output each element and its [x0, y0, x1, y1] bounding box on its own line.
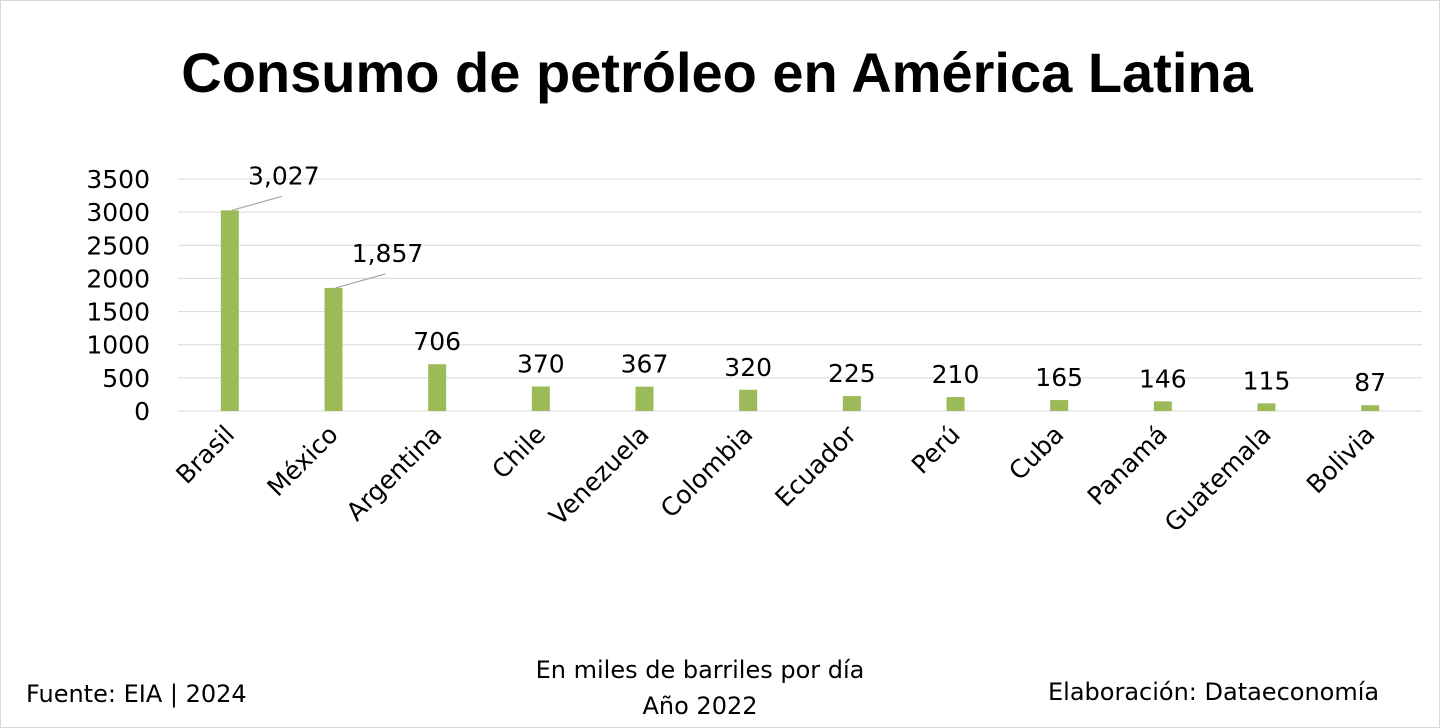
data-label: 3,027 [248, 161, 320, 190]
x-tick-label: Brasil [170, 420, 240, 490]
x-tick-label: Panamá [1082, 420, 1173, 511]
data-label: 146 [1139, 364, 1187, 393]
bar-perú [946, 397, 965, 411]
chart-title: Consumo de petróleo en América Latina [181, 41, 1253, 104]
data-label: 1,857 [352, 239, 424, 268]
y-tick-label: 2500 [86, 231, 150, 260]
bar-venezuela [635, 386, 654, 411]
subtitle-year: Año 2022 [642, 692, 758, 720]
data-label: 87 [1354, 368, 1386, 397]
x-tick-label: Chile [486, 420, 551, 485]
credit-note: Elaboración: Dataeconomía [1048, 678, 1380, 706]
x-tick-label: Argentina [341, 420, 448, 527]
y-tick-label: 1000 [86, 331, 150, 360]
data-label: 210 [932, 360, 980, 389]
bar-bolivia [1361, 405, 1380, 411]
subtitle-units: En miles de barriles por día [535, 656, 865, 684]
bar-argentina [428, 364, 447, 411]
data-label: 706 [413, 327, 461, 356]
bar-colombia [739, 389, 758, 411]
bar-méxico [324, 287, 343, 411]
data-label: 370 [517, 349, 565, 378]
data-label: 320 [724, 353, 772, 382]
x-tick-label: Perú [906, 420, 966, 480]
y-tick-label: 500 [102, 364, 150, 393]
x-tick-label: Venezuela [543, 420, 654, 531]
x-tick-label: México [262, 420, 344, 502]
bar-cuba [1050, 400, 1069, 411]
leader-line [335, 273, 386, 289]
y-tick-label: 1500 [86, 298, 150, 327]
y-tick-label: 3000 [86, 198, 150, 227]
x-tick-label: Guatemala [1159, 420, 1277, 538]
y-tick-label: 0 [134, 397, 150, 426]
bar-ecuador [842, 396, 861, 411]
x-tick-label: Bolivia [1301, 420, 1380, 499]
x-tick-label: Colombia [655, 420, 759, 524]
y-tick-label: 2000 [86, 264, 150, 293]
x-tick-label: Ecuador [769, 419, 862, 512]
leader-line [231, 195, 282, 211]
data-label: 165 [1035, 363, 1083, 392]
bar-chile [531, 386, 550, 411]
bar-guatemala [1257, 403, 1276, 411]
bar-panamá [1153, 401, 1172, 411]
chart-subtitle: En miles de barriles por día Año 2022 [500, 652, 900, 724]
x-tick-label: Cuba [1003, 420, 1069, 486]
bar-brasil [220, 210, 239, 411]
y-tick-label: 3500 [86, 165, 150, 194]
data-label: 115 [1243, 366, 1291, 395]
data-label: 367 [621, 350, 669, 379]
data-label: 225 [828, 359, 876, 388]
source-note: Fuente: EIA | 2024 [26, 680, 247, 708]
